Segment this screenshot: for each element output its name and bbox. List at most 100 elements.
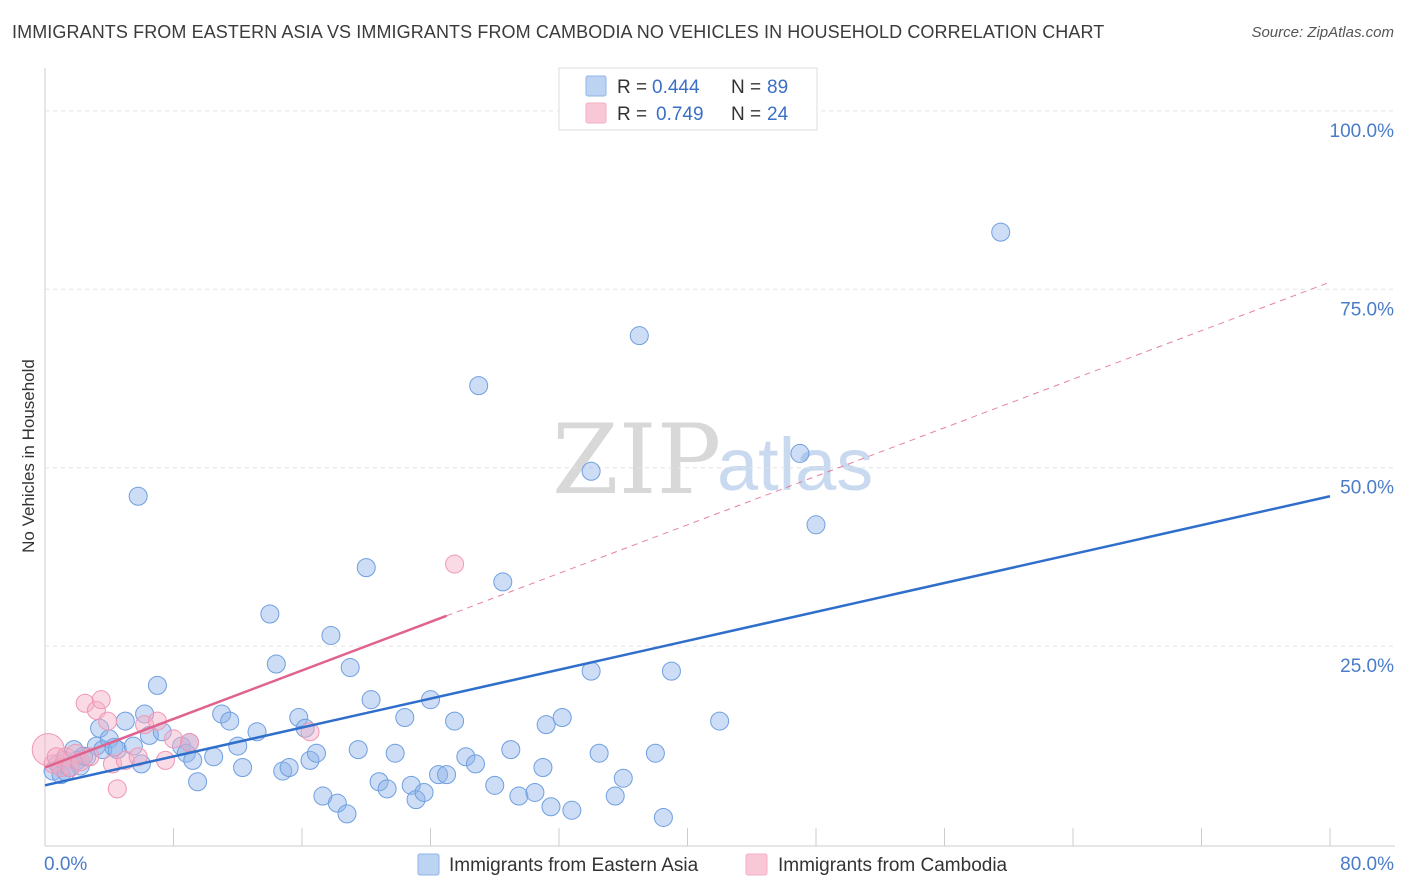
point-eastern-asia-49 [377,779,397,799]
point-eastern-asia-72 [581,461,601,481]
legend-swatch-eastern-asia [585,75,607,97]
point-eastern-asia-82 [790,443,810,463]
point-eastern-asia-47 [361,690,381,710]
bottom-legend-swatch-cambodia [745,853,768,876]
point-cambodia-21 [180,733,200,753]
point-cambodia-16 [128,747,148,767]
point-eastern-asia-79 [653,807,673,827]
point-eastern-asia-62 [485,775,505,795]
watermark-atlas: atlas [717,423,873,506]
point-cambodia-7 [70,752,90,772]
point-eastern-asia-85 [128,486,148,506]
point-eastern-asia-66 [525,782,545,802]
point-eastern-asia-65 [509,786,529,806]
point-eastern-asia-39 [306,743,326,763]
point-eastern-asia-70 [552,708,572,728]
point-eastern-asia-60 [465,754,485,774]
legend-r-label-2: R = [617,104,647,125]
point-eastern-asia-14 [115,711,135,731]
trend-lines [44,281,1331,787]
point-eastern-asia-76 [613,768,633,788]
trend-line-eastern-asia [44,495,1331,787]
point-eastern-asia-61 [469,376,489,396]
y-tick-label-1: 50.0% [1340,478,1394,499]
bottom-legend-label-eastern-asia: Immigrants from Eastern Asia [449,855,699,876]
point-eastern-asia-24 [188,772,208,792]
point-eastern-asia-64 [501,740,521,760]
point-eastern-asia-35 [279,757,299,777]
point-eastern-asia-44 [340,658,360,678]
point-eastern-asia-34 [273,761,293,781]
point-eastern-asia-84 [991,222,1011,242]
point-eastern-asia-28 [220,711,240,731]
point-eastern-asia-53 [406,790,426,810]
point-eastern-asia-17 [123,736,143,756]
y-tick-labels: 25.0% 50.0% 75.0% 100.0% [1330,121,1395,677]
y-axis-label: No Vehicles in Household [19,359,38,553]
point-eastern-asia-81 [710,711,730,731]
point-cambodia-11 [91,690,111,710]
point-eastern-asia-75 [605,786,625,806]
legend-n-value-2: 24 [767,104,789,125]
point-eastern-asia-50 [385,743,405,763]
y-tick-label-0: 25.0% [1340,656,1394,677]
point-eastern-asia-41 [321,625,341,645]
point-eastern-asia-77 [629,326,649,346]
legend-r-value-1: 0.444 [652,77,700,98]
x-tick-label-min: 0.0% [44,854,87,875]
point-eastern-asia-33 [266,654,286,674]
point-eastern-asia-69 [541,797,561,817]
point-eastern-asia-56 [429,765,449,785]
point-eastern-asia-57 [437,765,457,785]
point-eastern-asia-30 [233,757,253,777]
bottom-legend-swatch-eastern-asia [417,853,440,876]
gridlines [45,110,1395,647]
point-eastern-asia-42 [327,793,347,813]
top-legend: R = 0.444 N = 89 R = 0.749 N = 24 [558,67,818,131]
bottom-legend: Immigrants from Eastern Asia Immigrants … [417,853,1008,876]
point-eastern-asia-78 [645,743,665,763]
point-eastern-asia-54 [414,782,434,802]
point-cambodia-23 [445,554,465,574]
point-eastern-asia-67 [533,757,553,777]
point-eastern-asia-83 [806,515,826,535]
point-eastern-asia-46 [356,558,376,578]
y-tick-label-3: 100.0% [1330,121,1395,142]
point-eastern-asia-71 [562,800,582,820]
legend-n-label-1: N = [731,77,761,98]
x-tick-label-max: 80.0% [1340,854,1394,875]
point-cambodia-8 [75,693,95,713]
source-credit: Source: ZipAtlas.com [1251,24,1394,41]
watermark: ZIP atlas [552,404,873,516]
legend-n-label-2: N = [731,104,761,125]
point-eastern-asia-26 [204,747,224,767]
point-cambodia-12 [98,711,118,731]
point-eastern-asia-48 [369,772,389,792]
point-eastern-asia-68 [536,715,556,735]
point-eastern-asia-43 [337,804,357,824]
chart-title: IMMIGRANTS FROM EASTERN ASIA VS IMMIGRAN… [12,22,1105,42]
point-eastern-asia-32 [260,604,280,624]
point-eastern-asia-74 [589,743,609,763]
point-eastern-asia-45 [348,740,368,760]
point-cambodia-20 [164,729,183,749]
bottom-legend-label-cambodia: Immigrants from Cambodia [778,855,1008,876]
point-cambodia-14 [107,779,127,799]
point-eastern-asia-63 [493,572,513,592]
point-cambodia-15 [115,750,135,770]
legend-r-value-2: 0.749 [656,104,704,125]
watermark-zip: ZIP [552,404,721,516]
legend-swatch-cambodia [585,102,607,124]
point-eastern-asia-38 [300,750,320,770]
y-tick-label-2: 75.0% [1340,299,1394,320]
point-eastern-asia-27 [212,704,232,724]
point-eastern-asia-20 [147,675,167,695]
trend-line-cambodia-extension [446,281,1331,617]
point-eastern-asia-58 [445,711,465,731]
point-eastern-asia-80 [661,661,681,681]
point-eastern-asia-36 [289,708,309,728]
trend-line-cambodia [44,614,448,769]
legend-r-label-1: R = [617,77,647,98]
point-eastern-asia-59 [456,747,476,767]
